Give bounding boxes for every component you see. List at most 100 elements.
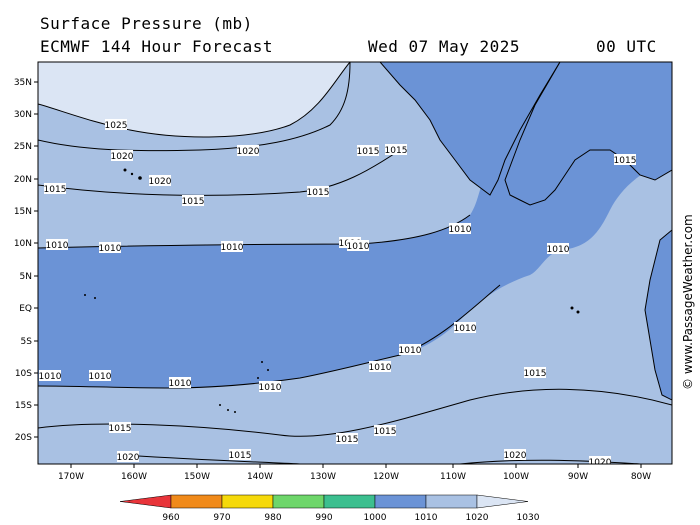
legend-label: 970 — [213, 513, 230, 523]
model-forecast-label: ECMWF 144 Hour Forecast — [40, 37, 274, 56]
map-frame — [37, 61, 673, 465]
isobar-label: 1015 — [357, 145, 380, 157]
isobar-label: 1025 — [105, 119, 128, 131]
legend-swatch — [272, 494, 325, 509]
isobar-label: 1010 — [169, 377, 192, 389]
legend-swatch — [425, 494, 478, 509]
isobar-label: 1020 — [504, 449, 527, 461]
isobar-label-layer: 1025 1020 1020 1020 1015 1015 1015 1015 1015 1010… — [39, 119, 637, 464]
lat-tick-label: 5N — [20, 272, 32, 282]
isobar-label: 1015 — [385, 144, 408, 156]
isobar-label-text: 1010 — [99, 244, 122, 254]
legend-label: 1020 — [466, 513, 489, 523]
isobar-label: 1015 — [336, 433, 359, 445]
isobar-label: 1010 — [259, 381, 282, 393]
isobar-label-text: 1015 — [357, 147, 380, 157]
isobar-label-text: 1015 — [109, 424, 132, 434]
isobar-label-text: 1015 — [336, 435, 359, 445]
isobar-label-text: 1015 — [182, 197, 205, 207]
isobar-label: 1010 — [39, 370, 62, 382]
isobar-label-text: 1010 — [89, 372, 112, 382]
isobar-label-text: 1015 — [44, 185, 67, 195]
isobar-label-text: 1025 — [105, 121, 128, 131]
isobar-label-text: 1010 — [259, 383, 282, 393]
lon-tick-label: 80W — [631, 472, 651, 482]
lat-tick-label: 20S — [15, 433, 32, 443]
isobar-label: 1020 — [237, 145, 260, 157]
lon-tick-label: 150W — [184, 472, 210, 482]
lon-tick-label: 90W — [568, 472, 588, 482]
isobar-label-text: 1015 — [385, 146, 408, 156]
isobar-label: 1010 — [369, 361, 392, 373]
isobar-label: 1020 — [111, 150, 134, 162]
isobar-label: 1015 — [182, 195, 205, 207]
isobar-label-text: 1015 — [374, 427, 397, 437]
isobar-label: 1010 — [449, 223, 472, 235]
forecast-time: 00 UTC — [596, 37, 657, 56]
isobar-label: 1015 — [229, 449, 252, 461]
legend-label: 990 — [315, 513, 332, 523]
legend-label: 1030 — [517, 513, 540, 523]
isobar-label-text: 1015 — [614, 156, 637, 166]
legend-swatch — [170, 494, 223, 509]
isobar-label: 1020 — [149, 175, 172, 187]
legend-label: 960 — [162, 513, 179, 523]
credit-watermark: © www.PassageWeather.com — [681, 214, 695, 390]
lon-tick-label: 100W — [503, 472, 529, 482]
band-1020-1030 — [38, 62, 350, 137]
isobar-label-text: 1010 — [347, 242, 370, 252]
isobar-label-text: 1015 — [307, 188, 330, 198]
isobar-label: 1010 — [46, 239, 69, 251]
isobar-label-text: 1010 — [46, 241, 69, 251]
isobar-label-text: 1020 — [149, 177, 172, 187]
gulf-coast-land — [504, 62, 672, 206]
isobar-label: 1010 — [454, 322, 477, 334]
isobar-label: 1015 — [374, 425, 397, 437]
isobar-label-text: 1020 — [237, 147, 260, 157]
isobar-label-text: 1010 — [221, 243, 244, 253]
credit-text: © www.PassageWeather.com — [681, 214, 695, 390]
isobar-label: 1010 — [399, 344, 422, 356]
pressure-legend: 960 970 980 990 1000 1010 1020 1030 — [119, 494, 540, 523]
lon-tick-label: 170W — [58, 472, 84, 482]
lon-tick-label: 110W — [440, 472, 466, 482]
north-america-land — [379, 62, 561, 196]
lat-tick-label: 35N — [14, 78, 32, 88]
south-america-land — [644, 229, 672, 401]
isobar-label: 1010 — [547, 243, 570, 255]
isobar-label: 1015 — [524, 367, 547, 379]
isobar-label: 1010 — [99, 242, 122, 254]
isobar-label-text: 1020 — [117, 453, 140, 463]
longitude-axis: 170W 160W 150W 140W 130W 120W 110W 100W 90W 80W — [58, 464, 651, 482]
legend-swatch — [323, 494, 376, 509]
isobar-label-text: 1010 — [449, 225, 472, 235]
lon-tick-label: 130W — [310, 472, 336, 482]
isobar-label-text: 1010 — [547, 245, 570, 255]
isobar-label-text: 1010 — [369, 363, 392, 373]
isobar-label-text: 1020 — [111, 152, 134, 162]
forecast-date: Wed 07 May 2025 — [368, 37, 520, 56]
isobar-label-text: 1010 — [399, 346, 422, 356]
isobar-label: 1010 — [347, 240, 370, 252]
isobar-lines — [38, 62, 672, 464]
legend-label: 1000 — [364, 513, 387, 523]
lon-tick-label: 120W — [373, 472, 399, 482]
lon-tick-label: 140W — [247, 472, 273, 482]
isobar-label-text: 1015 — [229, 451, 252, 461]
lon-tick-label: 160W — [121, 472, 147, 482]
lat-tick-label: 15S — [15, 401, 32, 411]
isobar-label: 1020 — [589, 456, 612, 464]
legend-swatch — [476, 494, 529, 509]
pacific-islands — [84, 168, 580, 413]
isobar-label: 1015 — [44, 183, 67, 195]
isobar-label: 1010 — [221, 241, 244, 253]
isobar-label-text: 1020 — [504, 451, 527, 461]
lat-tick-label: 30N — [14, 110, 32, 120]
map-title: Surface Pressure (mb) — [40, 14, 253, 33]
isobar-label-text: 1010 — [39, 372, 62, 382]
lat-tick-label: 20N — [14, 175, 32, 185]
isobar-label-text: 1015 — [524, 369, 547, 379]
isobar-label: 1015 — [307, 186, 330, 198]
lat-tick-label: EQ — [19, 304, 32, 314]
isobar-label: 1015 — [109, 422, 132, 434]
